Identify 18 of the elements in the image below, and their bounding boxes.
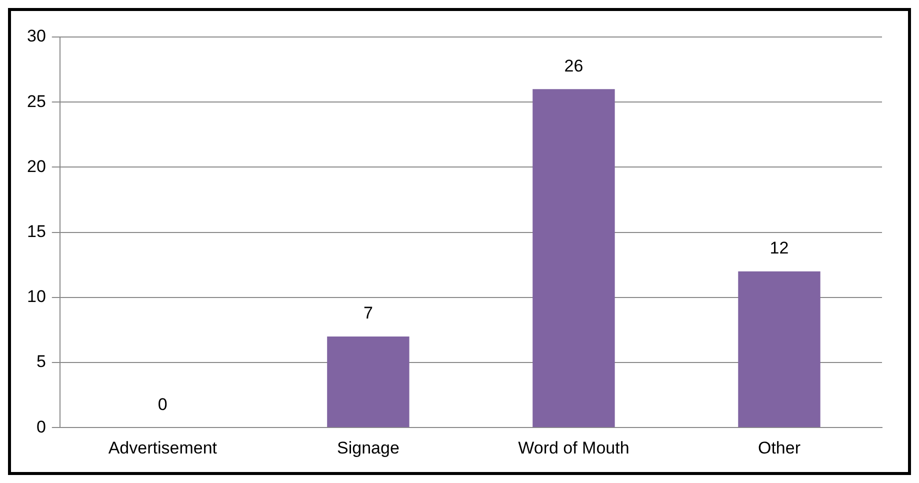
bar [532, 89, 615, 428]
data-label: 12 [770, 238, 789, 258]
data-label: 26 [564, 56, 584, 76]
y-tick-label: 0 [36, 417, 46, 436]
y-tick-label: 20 [26, 156, 46, 176]
data-label: 7 [363, 304, 373, 323]
y-tick-label: 30 [26, 26, 46, 46]
x-tick-label: Signage [337, 438, 400, 458]
x-tick-label: Advertisement [108, 438, 218, 458]
x-tick-label: Other [758, 438, 801, 458]
y-tick-label: 25 [26, 92, 46, 111]
data-label: 0 [158, 394, 168, 414]
y-tick-label: 15 [26, 222, 46, 241]
bar [327, 336, 410, 428]
bar [738, 271, 820, 428]
y-tick-label: 5 [36, 352, 46, 372]
y-tick-label: 10 [26, 287, 46, 306]
x-tick-label: Word of Mouth [518, 438, 630, 458]
